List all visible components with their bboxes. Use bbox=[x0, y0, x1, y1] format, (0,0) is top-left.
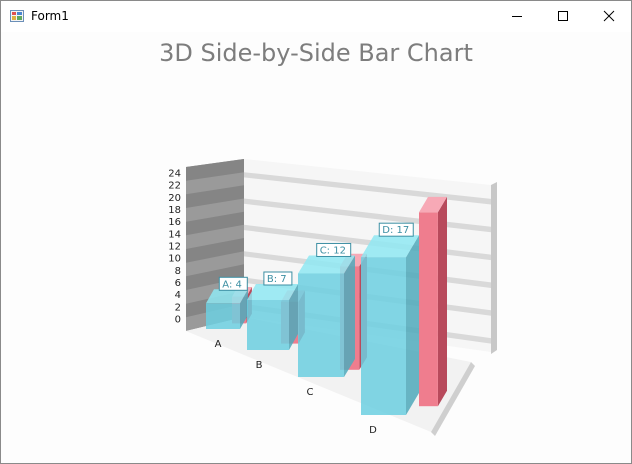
y-tick-label: 18 bbox=[168, 205, 181, 216]
bar-series1-C-top bbox=[298, 255, 355, 274]
maximize-button[interactable] bbox=[540, 1, 586, 32]
bar-series1-B bbox=[247, 300, 289, 350]
bar-series1-D-side bbox=[406, 235, 419, 415]
bar-series1-A bbox=[206, 303, 240, 329]
bar-series1-A-side bbox=[240, 289, 248, 329]
y-tick-label: 4 bbox=[175, 290, 181, 301]
minimize-button[interactable] bbox=[494, 1, 540, 32]
y-tick-label: 16 bbox=[168, 217, 181, 228]
y-tick-label: 24 bbox=[168, 169, 181, 180]
x-tick-label: C bbox=[307, 387, 314, 398]
data-label: D: 17 bbox=[382, 225, 409, 236]
y-tick-label: 2 bbox=[175, 302, 181, 313]
y-tick-label: 8 bbox=[175, 266, 181, 277]
chart-title: 3D Side-by-Side Bar Chart bbox=[159, 39, 473, 67]
y-tick-label: 20 bbox=[168, 193, 181, 204]
left-wall-band bbox=[186, 159, 244, 181]
bar-series1-D bbox=[361, 257, 406, 415]
left-wall-band bbox=[186, 238, 244, 263]
bar-series1-C bbox=[298, 273, 344, 377]
left-wall-band bbox=[186, 185, 244, 208]
close-icon bbox=[603, 10, 615, 22]
y-tick-label: 12 bbox=[168, 242, 181, 253]
data-label-box bbox=[218, 276, 248, 291]
x-tick-label: B bbox=[256, 360, 263, 371]
bar-series1-B-top bbox=[247, 284, 298, 300]
window-title: Form1 bbox=[31, 9, 69, 23]
y-tick-label: 22 bbox=[168, 181, 181, 192]
y-tick-label: 6 bbox=[175, 278, 181, 289]
chart-area: 3D Side-by-Side Bar Chart 0 2 4 6 8 10 12 14 16 1… bbox=[1, 32, 631, 463]
data-label: A: 4 bbox=[222, 279, 242, 290]
data-label-box bbox=[316, 242, 352, 257]
bar-series1-A-top bbox=[206, 289, 248, 304]
maximize-icon bbox=[558, 11, 568, 21]
y-tick-label: 10 bbox=[168, 254, 181, 265]
bar-series2-D-top bbox=[419, 196, 447, 213]
left-wall-band bbox=[186, 211, 244, 236]
close-button[interactable] bbox=[586, 1, 632, 32]
gridline-band bbox=[244, 172, 491, 205]
left-wall-band bbox=[186, 264, 244, 290]
bar-series1-C-side bbox=[344, 255, 355, 377]
floor-edge bbox=[431, 362, 475, 436]
minimize-icon bbox=[512, 16, 522, 17]
bar-series1-D-top bbox=[361, 235, 419, 258]
x-tick-label: D bbox=[369, 425, 377, 436]
data-label: C: 12 bbox=[320, 245, 346, 256]
bar-series2-D bbox=[419, 212, 438, 407]
y-tick-label: 0 bbox=[175, 315, 181, 326]
data-label-box bbox=[378, 222, 414, 237]
app-icon bbox=[10, 10, 24, 22]
data-label-box bbox=[263, 271, 293, 286]
bar-series2-D-side bbox=[437, 196, 447, 407]
bar-series1-B-side bbox=[289, 284, 298, 350]
title-bar[interactable]: Form1 bbox=[1, 1, 631, 32]
data-label: B: 7 bbox=[267, 274, 287, 285]
x-tick-label: A bbox=[215, 339, 222, 350]
y-tick-label: 14 bbox=[168, 229, 181, 240]
wall-edge bbox=[491, 182, 497, 354]
